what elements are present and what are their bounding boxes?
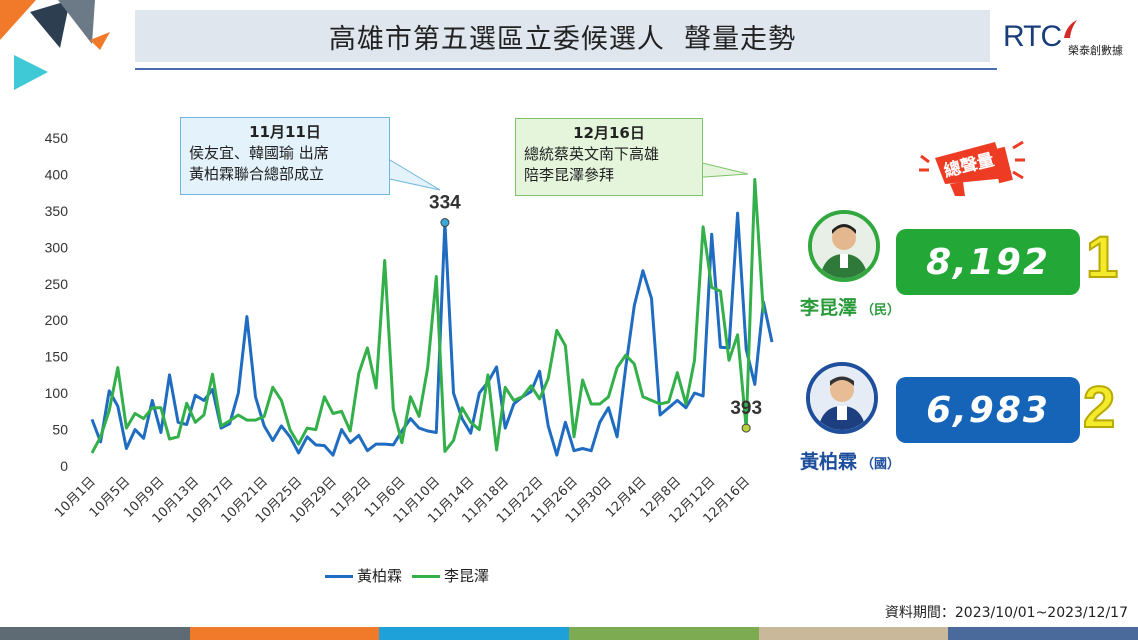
candidate-name-huang: 黃柏霖 （國） — [800, 447, 900, 474]
score-value: 6,983 — [926, 389, 1050, 431]
y-tick-label: 100 — [45, 385, 69, 401]
callout-line: 侯友宜、韓國瑜 出席 — [189, 144, 329, 162]
y-tick-label: 450 — [45, 130, 69, 146]
candidate-name: 李昆澤 — [800, 297, 858, 319]
megaphone-icon — [919, 140, 1025, 196]
legend-item-huang: 黃柏霖 — [325, 565, 402, 586]
y-tick-label: 400 — [45, 166, 69, 182]
y-tick-label: 150 — [45, 349, 69, 365]
score-value: 8,192 — [926, 241, 1050, 283]
callout-line: 總統蔡英文南下高雄 — [524, 145, 660, 163]
candidate-name-lee: 李昆澤 （民） — [800, 293, 900, 320]
candidate-party: （國） — [861, 457, 901, 472]
strip-segment — [379, 627, 570, 640]
title-bar: 高雄市第五選區立委候選人 聲量走勢 — [135, 10, 990, 62]
logo: RTC 榮泰創數據 — [1003, 18, 1135, 62]
callout-date: 12月16日 — [573, 124, 645, 142]
logo-mark-icon — [1064, 20, 1077, 38]
peak-label: 334 — [429, 193, 461, 214]
callout-pointer — [384, 159, 441, 191]
score-badge-lee: 8,192 — [896, 229, 1080, 295]
series-line — [90, 178, 765, 454]
avatar-lee — [808, 210, 880, 282]
chart-legend: 黃柏霖 李昆澤 — [325, 565, 489, 586]
page-title: 高雄市第五選區立委候選人 聲量走勢 — [328, 23, 797, 55]
avatar-huang-icon — [810, 366, 874, 430]
bottom-color-strip — [0, 627, 1138, 640]
legend-label: 李昆澤 — [444, 567, 490, 585]
callout-line: 黃柏霖聯合總部成立 — [189, 165, 325, 183]
logo-subtext: 榮泰創數據 — [1068, 44, 1123, 57]
legend-label: 黃柏霖 — [357, 567, 403, 585]
total-volume-badge: 總聲量 — [915, 138, 1025, 198]
data-period: 資料期間：2023/10/01~2023/12/17 — [884, 605, 1128, 621]
corner-triangles-icon — [0, 0, 110, 90]
strip-segment — [758, 627, 949, 640]
callout-date: 11月11日 — [249, 123, 321, 141]
strip-segment — [0, 627, 190, 640]
title-divider — [135, 68, 997, 70]
y-tick-label: 350 — [45, 203, 69, 219]
peak-point — [440, 218, 450, 228]
strip-segment — [948, 627, 1138, 640]
y-tick-label: 200 — [45, 312, 69, 328]
annotation-callout: 12月16日 總統蔡英文南下高雄 陪李昆澤參拜 — [515, 118, 703, 196]
y-tick-label: 300 — [45, 239, 69, 255]
rank-lee: 1 — [1085, 224, 1119, 291]
logo-text: RTC — [1003, 20, 1062, 53]
callout-line: 陪李昆澤參拜 — [524, 166, 615, 184]
rank-huang: 2 — [1082, 374, 1116, 441]
peak-label: 393 — [730, 398, 762, 419]
candidate-name: 黃柏霖 — [800, 451, 858, 473]
peak-point — [741, 423, 751, 433]
strip-segment — [569, 627, 759, 640]
y-tick-label: 50 — [52, 422, 68, 438]
series-line — [90, 211, 774, 457]
avatar-huang — [806, 362, 878, 434]
annotation-callout: 11月11日 侯友宜、韓國瑜 出席 黃柏霖聯合總部成立 — [180, 117, 390, 195]
strip-segment — [189, 627, 380, 640]
avatar-lee-icon — [812, 214, 876, 278]
y-tick-label: 0 — [60, 458, 68, 474]
score-badge-huang: 6,983 — [896, 377, 1080, 443]
legend-item-lee: 李昆澤 — [412, 565, 489, 586]
candidate-party: （民） — [861, 303, 901, 318]
y-tick-label: 250 — [45, 276, 69, 292]
